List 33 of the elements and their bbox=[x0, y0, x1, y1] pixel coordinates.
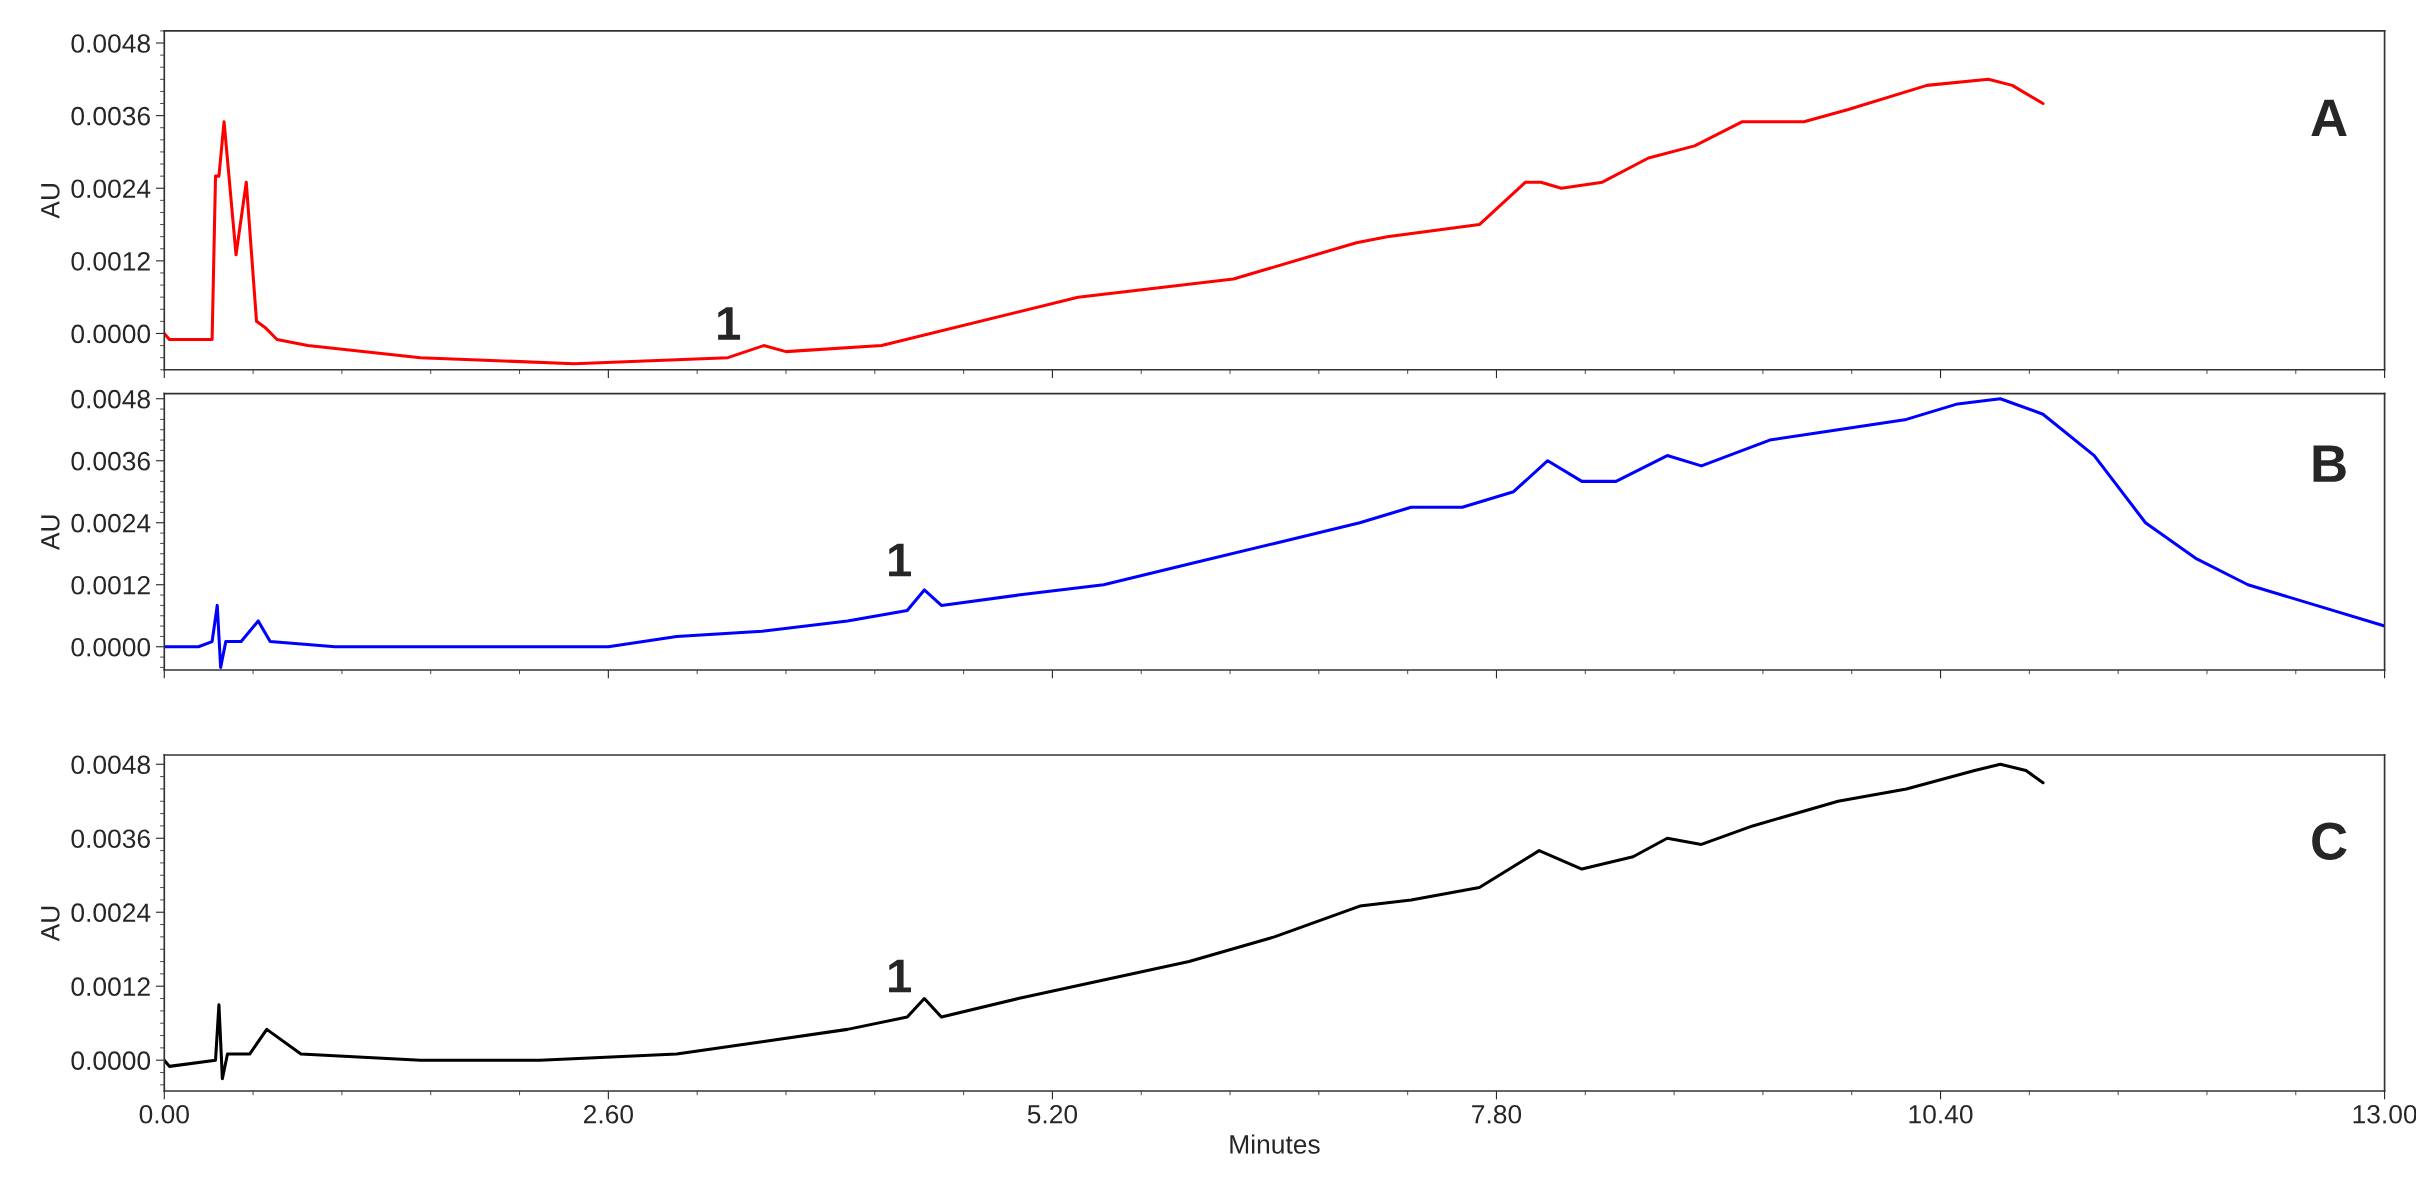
x-tick-label: 10.40 bbox=[1909, 1104, 1973, 1124]
y-tick-label: 0.0048 bbox=[71, 34, 150, 53]
y-tick-label: 0.0012 bbox=[71, 251, 150, 271]
x-axis-title: Minutes bbox=[1230, 1134, 1320, 1154]
x-tick-label: 2.60 bbox=[584, 1104, 633, 1124]
y-tick-label: 0.0012 bbox=[71, 977, 150, 997]
y-tick-label: 0.0024 bbox=[71, 513, 151, 533]
annotation: 1 bbox=[889, 543, 912, 577]
x-tick-label: 7.80 bbox=[1472, 1104, 1522, 1124]
annotation: C bbox=[2312, 822, 2347, 860]
y-tick-label: 0.0000 bbox=[71, 1051, 151, 1071]
y-tick-label: 0.0048 bbox=[71, 389, 150, 409]
y-tick-label: 0.0012 bbox=[71, 575, 150, 595]
annotation: A bbox=[2311, 99, 2347, 137]
line-series bbox=[164, 77, 2045, 366]
y-axis-title: AU bbox=[41, 184, 60, 219]
y-tick-label: 0.0024 bbox=[71, 903, 151, 923]
annotation: 1 bbox=[718, 307, 741, 340]
y-tick-label: 0.0036 bbox=[71, 106, 150, 126]
y-tick-label: 0.0036 bbox=[71, 451, 150, 471]
y-tick-label: 0.0000 bbox=[71, 324, 151, 344]
x-tick-label: 0.00 bbox=[139, 1104, 189, 1124]
y-tick-label: 0.0036 bbox=[71, 829, 150, 849]
x-tick-label: 13.00 bbox=[2353, 1104, 2416, 1124]
annotation: B bbox=[2313, 445, 2346, 482]
annotation: 1 bbox=[889, 959, 912, 993]
y-tick-label: 0.0000 bbox=[71, 637, 151, 657]
line-series bbox=[164, 762, 2045, 1081]
x-tick-label: 5.20 bbox=[1027, 1104, 1078, 1124]
y-axis-title: AU bbox=[41, 906, 60, 942]
y-tick-label: 0.0048 bbox=[71, 755, 150, 775]
y-axis-title: AU bbox=[41, 515, 60, 551]
y-tick-label: 0.0024 bbox=[71, 179, 151, 199]
